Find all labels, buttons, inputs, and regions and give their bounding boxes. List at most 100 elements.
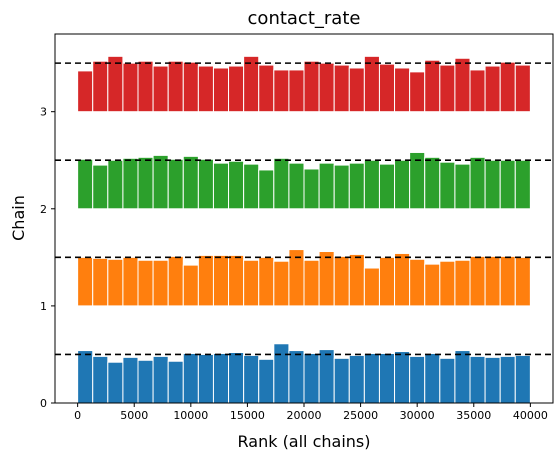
bar-chain-3-bin-30 [514,64,531,113]
bar-chain-0-bin-14 [273,343,290,404]
bar-chain-2-bin-6 [152,154,169,210]
y-tick-label: 0 [40,397,47,410]
bar-chain-0-bin-25 [439,357,456,404]
bar-chain-1-bin-19 [348,253,365,307]
bar-chain-1-bin-4 [122,256,139,307]
bar-chain-0-bin-13 [258,358,275,404]
bar-chain-1-bin-6 [152,259,169,307]
bar-chain-0-bin-20 [363,352,380,404]
bar-chain-3-bin-8 [182,61,199,113]
y-axis-title: Chain [9,195,28,241]
bar-chain-1-bin-23 [409,258,426,307]
bar-chain-1-bin-25 [439,260,456,307]
bar-chain-0-bin-4 [122,356,139,404]
bar-chain-3-bin-22 [394,67,411,113]
x-tick-label: 5000 [120,409,148,422]
bar-chain-0-bin-19 [348,354,365,404]
y-tick-label: 2 [40,203,47,216]
bar-chain-2-bin-28 [484,159,501,210]
bar-chain-0-bin-10 [212,352,230,404]
bar-chain-2-bin-2 [92,164,109,210]
bar-chain-1-bin-16 [303,259,320,307]
bar-chain-2-bin-20 [363,159,380,210]
bar-chain-2-bin-15 [288,162,305,210]
y-tick-label: 3 [40,106,47,119]
bar-chain-2-bin-14 [273,157,290,210]
x-tick-label: 40000 [513,409,548,422]
bar-chain-0-bin-21 [378,352,396,404]
y-tick-label: 1 [40,300,47,313]
bar-chain-0-bin-30 [514,354,531,404]
bar-chain-3-bin-13 [258,64,275,113]
x-tick-label: 20000 [287,409,322,422]
bar-chain-3-bin-5 [137,60,154,113]
bar-chain-1-bin-1 [77,256,94,307]
bar-chain-3-bin-26 [454,57,471,113]
x-axis-ticks: 0 5000 10000 15000 20000 25000 30000 35000 40000 [74,403,548,422]
bar-chain-2-bin-11 [228,160,245,210]
bar-chain-3-bin-10 [212,67,230,113]
bar-chain-2-bin-4 [122,157,139,210]
bar-chain-2-bin-1 [77,158,94,210]
bar-chain-3-bin-7 [167,60,184,113]
x-tick-label: 25000 [343,409,378,422]
bar-chain-1-bin-2 [92,257,109,307]
chart-title: contact_rate [248,8,361,29]
bar-chain-3-bin-3 [107,55,124,113]
bar-chain-0-bin-3 [107,361,124,404]
bar-chain-2-bin-21 [378,163,396,210]
bar-chain-2-bin-19 [348,162,365,210]
bar-chain-1-bin-7 [167,255,184,307]
bar-chain-2-bin-17 [318,162,335,210]
bar-chain-3-bin-4 [122,62,139,113]
bar-chain-1-bin-9 [197,254,214,307]
bar-chain-1-bin-27 [469,255,486,307]
bar-chain-0-bin-18 [333,357,350,404]
bar-chain-2-bin-18 [333,164,350,210]
bar-chain-1-bin-29 [499,255,516,307]
bar-chain-0-bin-26 [454,350,471,404]
bar-chain-2-bin-22 [394,159,411,210]
bar-chain-0-bin-29 [499,355,516,404]
bar-chain-3-bin-11 [228,65,245,113]
bar-chain-3-bin-20 [363,55,380,113]
bar-chain-1-bin-12 [243,259,260,307]
bar-chain-0-bin-11 [228,352,245,404]
x-tick-label: 0 [74,409,81,422]
bar-chain-0-bin-24 [424,352,441,404]
bar-chain-0-bin-8 [182,352,199,404]
bar-chain-0-bin-1 [77,350,94,404]
bar-chain-3-bin-29 [499,61,516,113]
bar-chain-3-bin-18 [333,64,350,113]
bar-chain-0-bin-9 [197,353,214,404]
bar-chain-2-bin-24 [424,156,441,210]
y-axis-ticks: 0 1 2 3 [40,106,55,410]
bar-chain-3-bin-2 [92,60,109,113]
bar-chain-0-bin-27 [469,355,486,404]
x-axis-title: Rank (all chains) [238,432,371,451]
bar-chain-0-bin-7 [167,360,184,404]
bar-chain-1-bin-11 [228,254,245,307]
bar-chain-3-bin-25 [439,64,456,113]
bar-chain-3-bin-14 [273,69,290,113]
bar-chain-1-bin-20 [363,267,380,307]
bar-chain-3-bin-15 [288,69,305,113]
bar-chain-2-bin-13 [258,169,275,210]
bar-chain-3-bin-19 [348,67,365,113]
x-tick-label: 35000 [456,409,491,422]
reference-lines [55,62,553,356]
bar-chain-3-bin-28 [484,65,501,113]
bar-chain-2-bin-9 [197,158,214,210]
bar-chain-0-bin-23 [409,355,426,404]
bar-chain-3-bin-21 [378,63,396,113]
bar-chain-2-bin-7 [167,158,184,210]
bar-chain-2-bin-30 [514,159,531,210]
bar-chain-1-bin-5 [137,259,154,307]
bars-layer [77,55,531,404]
bar-chain-0-bin-15 [288,350,305,404]
bar-chain-3-bin-6 [152,65,169,113]
bar-chain-2-bin-5 [137,156,154,210]
bar-chain-3-bin-9 [197,65,214,113]
bar-chain-3-bin-23 [409,71,426,113]
